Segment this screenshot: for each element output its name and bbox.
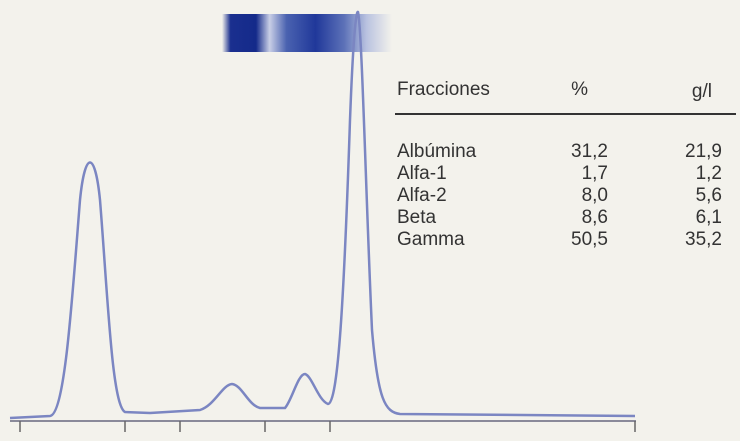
table-cell: 35,2 xyxy=(685,229,722,250)
gel-strip xyxy=(222,14,392,52)
table-cell: 21,9 xyxy=(685,141,722,162)
table-cell: 50,5 xyxy=(571,229,608,250)
table-cell: Alfa-1 xyxy=(397,163,447,184)
table-cell: 1,7 xyxy=(582,163,608,184)
header-cell: % xyxy=(571,79,588,100)
table-cell: 8,0 xyxy=(582,185,608,206)
table-cell: Gamma xyxy=(397,229,465,250)
table-cell: Beta xyxy=(397,207,437,228)
table-cell: 1,2 xyxy=(696,163,722,184)
table-cell: 5,6 xyxy=(696,185,722,206)
fractions-table: Fracciones % g/l Albúmina 31,2 21,9 Alfa-1 1… xyxy=(395,79,736,250)
separators xyxy=(20,421,635,432)
header-cell: g/l xyxy=(692,81,712,102)
figure: Fracciones % g/l Albúmina 31,2 21,9 Alfa-1 1… xyxy=(0,0,740,441)
header-cell: Fracciones xyxy=(397,79,490,100)
table-cell: 8,6 xyxy=(582,207,608,228)
electrophoresis: Fracciones % g/l Albúmina 31,2 21,9 Alfa-1 1… xyxy=(0,0,740,441)
table-cell: Albúmina xyxy=(397,141,477,162)
table-cell: 31,2 xyxy=(571,141,608,162)
table-cell: Alfa-2 xyxy=(397,185,447,206)
table-cell: 6,1 xyxy=(696,207,722,228)
density-curve xyxy=(10,12,635,418)
